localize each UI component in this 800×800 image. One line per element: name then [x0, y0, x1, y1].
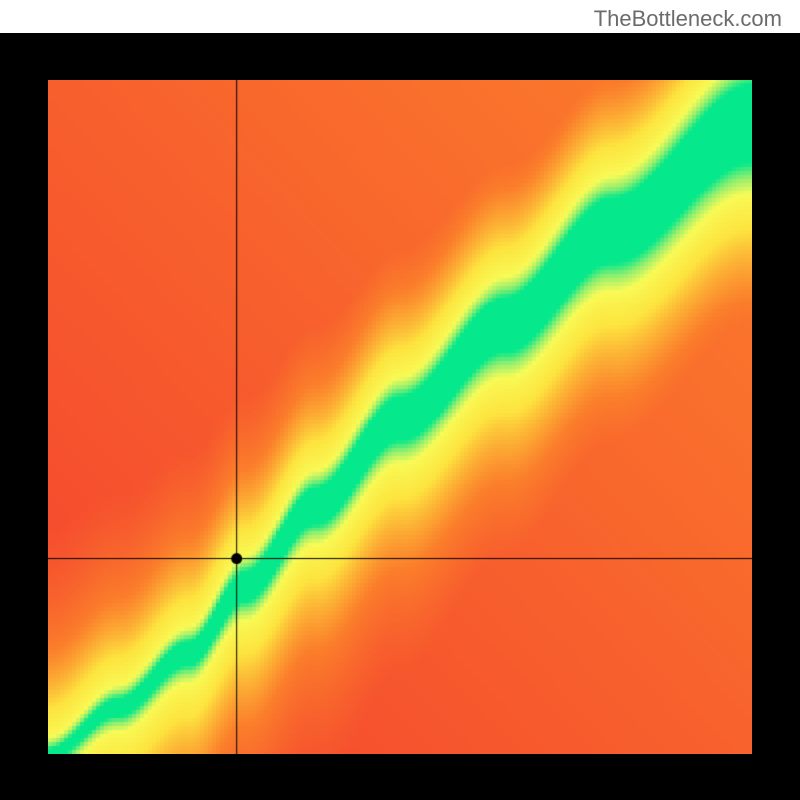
heatmap-canvas	[48, 80, 752, 754]
watermark-text: TheBottleneck.com	[594, 6, 782, 32]
heatmap-plot	[48, 80, 752, 754]
root: TheBottleneck.com	[0, 0, 800, 800]
